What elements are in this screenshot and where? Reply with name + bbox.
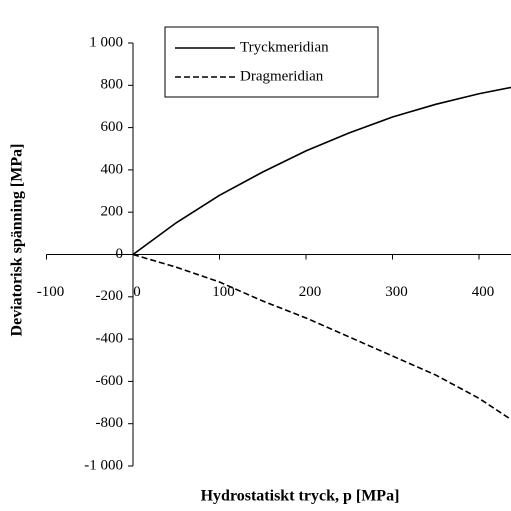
y-tick-label: -600	[95, 373, 123, 389]
x-tick-label: 100	[212, 284, 235, 300]
legend-label: Tryckmeridian	[240, 39, 329, 55]
y-tick-label: -800	[95, 415, 123, 431]
series-line	[132, 253, 511, 421]
y-tick-label: 0	[115, 246, 123, 262]
x-tick-label: 200	[299, 284, 322, 300]
x-axis-label: Hydrostatiskt tryck, p [MPa]	[201, 488, 400, 505]
x-tick-label: -100	[37, 284, 65, 300]
y-tick-label: 600	[100, 119, 123, 135]
y-tick-label: -400	[95, 331, 123, 347]
y-tick-label: 800	[100, 77, 123, 93]
x-tick-label: 400	[472, 284, 495, 300]
y-axis-label: Deviatorisk spänning [MPa]	[9, 144, 26, 337]
legend-box	[164, 26, 379, 98]
y-tick-label: 1 000	[89, 34, 123, 50]
x-tick-label: 0	[133, 284, 141, 300]
y-tick-label: -200	[95, 288, 123, 304]
series-line	[132, 86, 511, 256]
y-tick-label: 200	[100, 204, 123, 220]
y-tick-label: -1 000	[84, 457, 123, 473]
legend-label: Dragmeridian	[240, 68, 324, 84]
x-tick-label: 300	[385, 284, 408, 300]
y-tick-label: 400	[100, 161, 123, 177]
